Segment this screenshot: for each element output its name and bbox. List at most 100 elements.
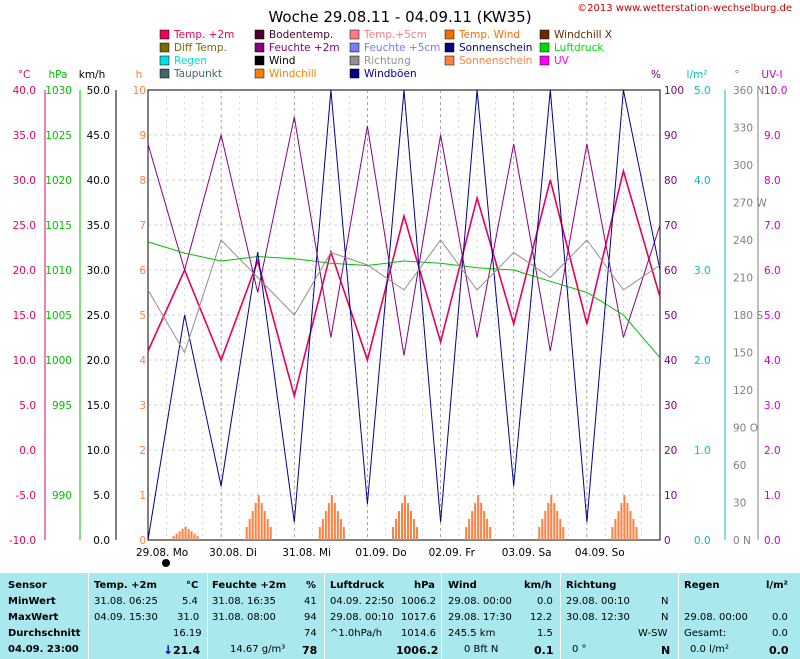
legend-item: Windchill	[269, 68, 317, 80]
sunshine-bar	[330, 495, 333, 540]
temp-max: 31.0	[177, 612, 200, 623]
legend-swatch	[254, 68, 265, 79]
pressure-tick: 1025	[45, 130, 72, 142]
humidity-tick: 80	[664, 175, 677, 187]
humidity-tick: 40	[664, 355, 677, 367]
legend-swatch	[444, 29, 455, 40]
sunshine-bar	[474, 503, 477, 540]
min-label: MinWert	[8, 596, 56, 607]
humidity-max: 94	[304, 612, 317, 623]
direction-tick: 240	[733, 235, 753, 247]
sunshine-bar	[626, 503, 629, 540]
sunshine-bar	[541, 519, 544, 540]
sunshine-bar	[635, 527, 638, 540]
rain-header: Regen	[684, 580, 720, 591]
sunshine-bar	[410, 511, 412, 540]
temp-unit: °C	[18, 69, 31, 81]
legend-swatch	[444, 42, 455, 53]
legend-swatch	[159, 55, 170, 66]
uv-tick: 4.0	[764, 355, 781, 367]
legend-swatch	[349, 29, 360, 40]
series-windb-en	[147, 89, 661, 541]
day-label: 29.08. Mo	[136, 547, 188, 559]
wind-min: 0.0	[537, 596, 553, 607]
humidity-unit: %	[306, 580, 317, 591]
legend-item: Diff Temp.	[174, 42, 227, 54]
wind-tick: 45.0	[87, 130, 110, 142]
legend-item: UV	[554, 55, 570, 67]
sunshine-bar	[172, 536, 175, 540]
day-label: 30.08. Di	[209, 547, 257, 559]
legend-item: Regen	[174, 55, 207, 67]
sensor-header: Sensor	[8, 580, 47, 591]
direction-tick: 30	[733, 498, 746, 510]
sunshine-bar	[465, 527, 468, 540]
wind-unit: km/h	[524, 580, 552, 591]
sunshine-bar	[483, 511, 486, 540]
pressure-tick: 1020	[45, 175, 72, 187]
pressure-avg: 1014.6	[401, 628, 436, 639]
wind-max-time: 29.08. 17:30	[448, 612, 512, 623]
sunshine-bar	[392, 527, 394, 540]
sunshine-bar	[342, 527, 345, 540]
humidity-tick: 100	[664, 85, 684, 97]
pressure-tick: 1010	[45, 265, 72, 277]
now-marker	[162, 559, 170, 567]
humidity-unit: %	[651, 69, 661, 81]
sunshine-bar	[544, 511, 547, 540]
humidity-tick: 0	[664, 535, 671, 547]
wind-tick: 15.0	[87, 400, 110, 412]
humidity-min-time: 31.08. 16:35	[212, 596, 276, 607]
pressure-trend: ^1.0hPa/h	[330, 628, 383, 639]
temp-tick: 35.0	[13, 130, 36, 142]
sunshine-bar	[556, 511, 559, 540]
temp-tick: 20.0	[13, 265, 36, 277]
humidity-tick: 90	[664, 130, 677, 142]
humidity-avg: 74	[304, 628, 317, 639]
rain-max-time: 29.08. 00:00	[684, 612, 748, 623]
pressure-tick: 995	[52, 400, 72, 412]
wind-distance: 245.5 km	[448, 628, 496, 639]
legend-item: Sonnenschein	[459, 55, 532, 67]
rain-tick: 4.0	[694, 175, 711, 187]
uv-tick: 1.0	[764, 490, 781, 502]
temp-tick: 5.0	[19, 400, 36, 412]
direction-tick: 90 O	[733, 423, 758, 435]
wind-now: 0.1	[534, 644, 554, 657]
sunshine-bar	[333, 503, 336, 540]
humidity-tick: 70	[664, 220, 677, 232]
sunshine-bar	[196, 536, 199, 540]
wind-avg: 1.5	[537, 628, 553, 639]
rain-total: 0.0	[772, 628, 788, 639]
stats-table: Sensor MinWert MaxWert Durchschnitt 04.0…	[0, 573, 800, 659]
legend-item: Richtung	[364, 55, 411, 67]
legend-item: Bodentemp.	[269, 29, 333, 41]
sunshine-bar	[617, 511, 620, 540]
direction-max-time: 30.08. 12:30	[566, 612, 630, 623]
sunshine-bar	[187, 528, 190, 540]
direction-tick: 360 N	[733, 85, 764, 97]
pressure-tick: 990	[52, 490, 72, 502]
uv-tick: 3.0	[764, 400, 781, 412]
direction-header: Richtung	[566, 580, 617, 591]
sunshine-bar	[190, 531, 193, 540]
uv-tick: 9.0	[764, 130, 781, 142]
avg-label: Durchschnitt	[8, 628, 81, 639]
wind-min-time: 29.08. 00:00	[448, 596, 512, 607]
sunshine-bar	[614, 519, 617, 540]
sun-tick: 3	[139, 400, 146, 412]
uv-tick: 8.0	[764, 175, 781, 187]
sunshine-bar	[471, 511, 474, 540]
pressure-tick: 1005	[45, 310, 72, 322]
humidity-min: 41	[304, 596, 317, 607]
pressure-tick: 1000	[45, 355, 72, 367]
sun-tick: 8	[139, 175, 146, 187]
temp-tick: -10.0	[9, 535, 36, 547]
direction-unit: °	[734, 69, 739, 81]
sunshine-bar	[248, 519, 251, 540]
temp-unit: °C	[186, 580, 199, 591]
sunshine-bar	[260, 503, 263, 540]
sunshine-bar	[550, 495, 553, 540]
legend-swatch	[539, 29, 550, 40]
uv-tick: 7.0	[764, 220, 781, 232]
